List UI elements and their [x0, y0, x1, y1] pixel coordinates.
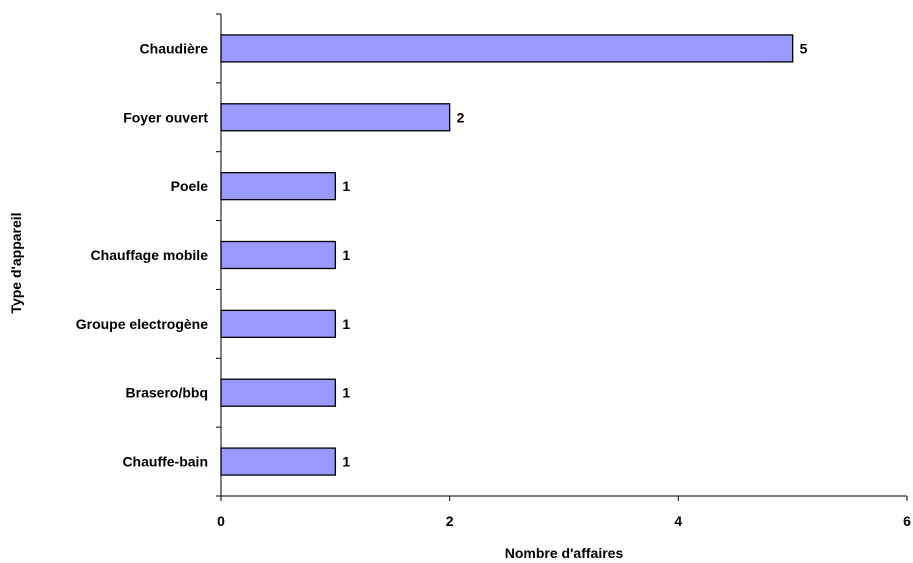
y-axis-title: Type d'appareil	[8, 212, 24, 313]
bar	[220, 378, 336, 407]
bar	[220, 103, 451, 132]
value-label: 5	[800, 40, 808, 56]
x-axis-title: Nombre d'affaires	[505, 545, 624, 561]
category-label: Chauffe-bain	[122, 454, 208, 470]
value-label: 1	[342, 178, 350, 194]
value-label: 1	[342, 316, 350, 332]
bar	[220, 240, 336, 270]
bar	[220, 171, 336, 201]
category-label: Chaudière	[140, 40, 209, 56]
bar	[220, 309, 336, 339]
labels-layer: Chaudière 5 Foyer ouvert 2 Poele 1 Chauffage m…	[76, 40, 911, 529]
category-label: Chauffage mobile	[91, 247, 209, 263]
bar	[220, 34, 794, 63]
value-label: 2	[457, 109, 465, 125]
x-tick-label: 6	[903, 513, 911, 529]
x-tick-label: 2	[446, 513, 454, 529]
x-tick-label: 4	[674, 513, 682, 529]
axes-layer	[216, 13, 908, 501]
bars-layer	[220, 34, 794, 476]
category-label: Poele	[171, 178, 209, 194]
category-label: Brasero/bbq	[126, 385, 208, 401]
x-tick-label: 0	[217, 513, 225, 529]
value-label: 1	[342, 385, 350, 401]
category-label: Groupe electrogène	[76, 316, 208, 332]
value-label: 1	[342, 454, 350, 470]
category-label: Foyer ouvert	[123, 109, 208, 125]
value-label: 1	[342, 247, 350, 263]
bar	[220, 447, 336, 476]
